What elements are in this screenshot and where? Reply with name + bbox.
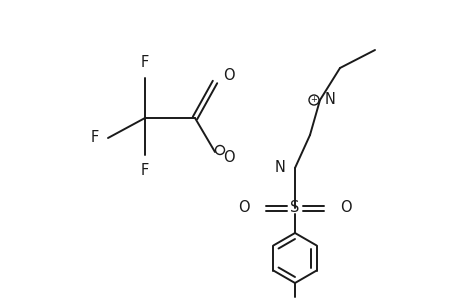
Text: +: + (310, 95, 317, 104)
Text: N: N (325, 92, 335, 107)
Text: O: O (238, 200, 249, 215)
Text: F: F (140, 55, 149, 70)
Text: S: S (290, 200, 299, 215)
Text: F: F (90, 130, 99, 146)
Text: O: O (339, 200, 351, 215)
Text: N: N (274, 160, 285, 175)
Text: O: O (223, 68, 234, 83)
Text: F: F (140, 163, 149, 178)
Text: O: O (223, 149, 234, 164)
